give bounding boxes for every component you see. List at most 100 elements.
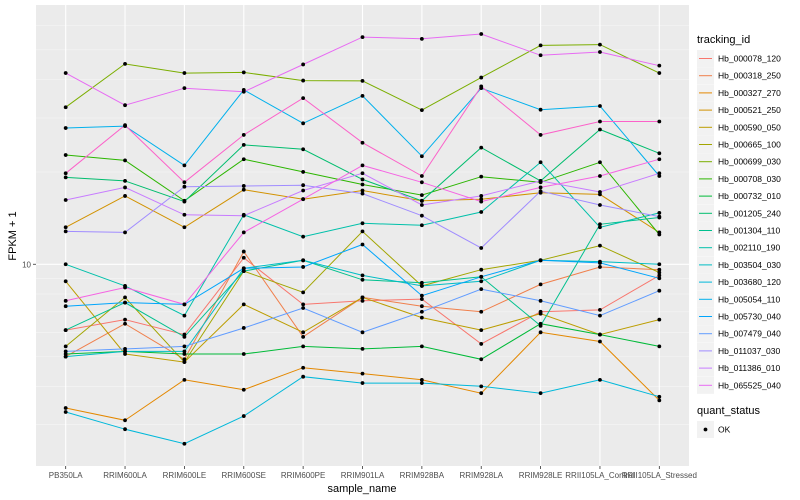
data-point: [63, 304, 68, 309]
data-point: [182, 199, 187, 204]
legend-item: Hb_000327_270: [697, 84, 781, 102]
data-point: [182, 180, 187, 185]
data-point: [182, 344, 187, 349]
data-point: [598, 243, 602, 248]
data-point: [63, 262, 68, 267]
data-point: [301, 265, 306, 269]
data-point: [360, 78, 365, 83]
data-point: [123, 103, 127, 108]
legend-item: Hb_003504_030: [697, 256, 781, 274]
data-point: [182, 313, 187, 318]
data-point: [657, 394, 662, 399]
data-point: [419, 213, 424, 218]
data-point: [538, 298, 543, 303]
data-point: [538, 160, 543, 165]
data-point: [301, 62, 306, 67]
legend-item: Hb_001304_110: [697, 222, 781, 239]
data-point: [419, 198, 424, 203]
legend-item: Hb_005054_110: [697, 290, 781, 308]
legend-label: Hb_000327_270: [718, 88, 781, 98]
data-point: [123, 185, 127, 190]
data-point: [63, 410, 68, 414]
data-point: [538, 282, 543, 287]
data-point: [123, 321, 127, 326]
data-point: [657, 267, 662, 272]
data-point: [182, 163, 187, 168]
data-point: [598, 160, 602, 165]
x-tick-label: RRIM600LE: [163, 471, 207, 480]
data-point: [657, 398, 662, 403]
data-point: [598, 225, 602, 230]
data-point: [419, 309, 424, 314]
x-tick-label: RRII105LA_Control: [565, 471, 635, 480]
data-point: [63, 105, 68, 110]
data-point: [479, 246, 484, 250]
data-point: [538, 311, 543, 316]
data-point: [123, 300, 127, 305]
data-point: [360, 93, 365, 98]
data-point: [360, 371, 365, 376]
data-point: [301, 183, 306, 188]
legend-item: Hb_000708_030: [697, 170, 781, 188]
data-point: [419, 203, 424, 207]
data-point: [657, 270, 662, 275]
data-point: [241, 326, 246, 330]
data-point: [479, 210, 484, 214]
legend-label: Hb_000318_250: [718, 71, 781, 81]
data-point: [63, 225, 68, 230]
data-point: [63, 349, 68, 354]
data-point: [657, 211, 662, 215]
data-point: [241, 157, 246, 162]
data-point: [241, 266, 246, 271]
data-point: [63, 229, 68, 234]
data-point: [63, 406, 68, 410]
data-point: [657, 276, 662, 281]
data-point: [123, 285, 127, 290]
data-point: [301, 306, 306, 310]
data-point: [538, 133, 543, 137]
data-point: [63, 171, 68, 176]
data-point: [479, 267, 484, 272]
legend-label: Hb_003680_120: [718, 277, 781, 287]
legend-label: Hb_002110_190: [718, 243, 781, 253]
data-point: [301, 334, 306, 339]
data-point: [419, 293, 424, 298]
x-tick-label: RRIM901LA: [341, 471, 385, 480]
legend-item: Hb_005730_040: [697, 308, 781, 325]
data-point: [598, 174, 602, 178]
data-point: [301, 147, 306, 152]
legend-label: Hb_003504_030: [718, 260, 781, 270]
data-point: [241, 184, 246, 188]
data-point: [360, 188, 365, 193]
data-point: [301, 290, 306, 295]
legend-label: Hb_007479_040: [718, 329, 781, 339]
data-point: [241, 213, 246, 218]
data-point: [598, 339, 602, 344]
data-point: [479, 199, 484, 204]
data-point: [657, 273, 662, 278]
data-point: [657, 119, 662, 124]
data-point: [360, 277, 365, 282]
data-point: [182, 302, 187, 307]
data-point: [538, 107, 543, 112]
data-point: [123, 346, 127, 351]
data-point: [182, 334, 187, 339]
data-point: [598, 313, 602, 318]
data-point: [419, 297, 424, 301]
data-point: [301, 344, 306, 349]
data-point: [123, 158, 127, 163]
data-point: [360, 295, 365, 300]
x-tick-label: RRIM600PE: [281, 471, 325, 480]
data-point: [419, 223, 424, 228]
data-point: [479, 391, 484, 396]
data-point: [479, 328, 484, 333]
legend-item: Hb_011386_010: [697, 359, 781, 377]
data-point: [538, 178, 543, 183]
data-point: [598, 127, 602, 132]
data-point: [241, 269, 246, 273]
legend-item: Hb_000521_250: [697, 101, 781, 119]
data-point: [123, 123, 127, 128]
y-axis: 10: [22, 260, 36, 269]
data-point: [123, 178, 127, 183]
